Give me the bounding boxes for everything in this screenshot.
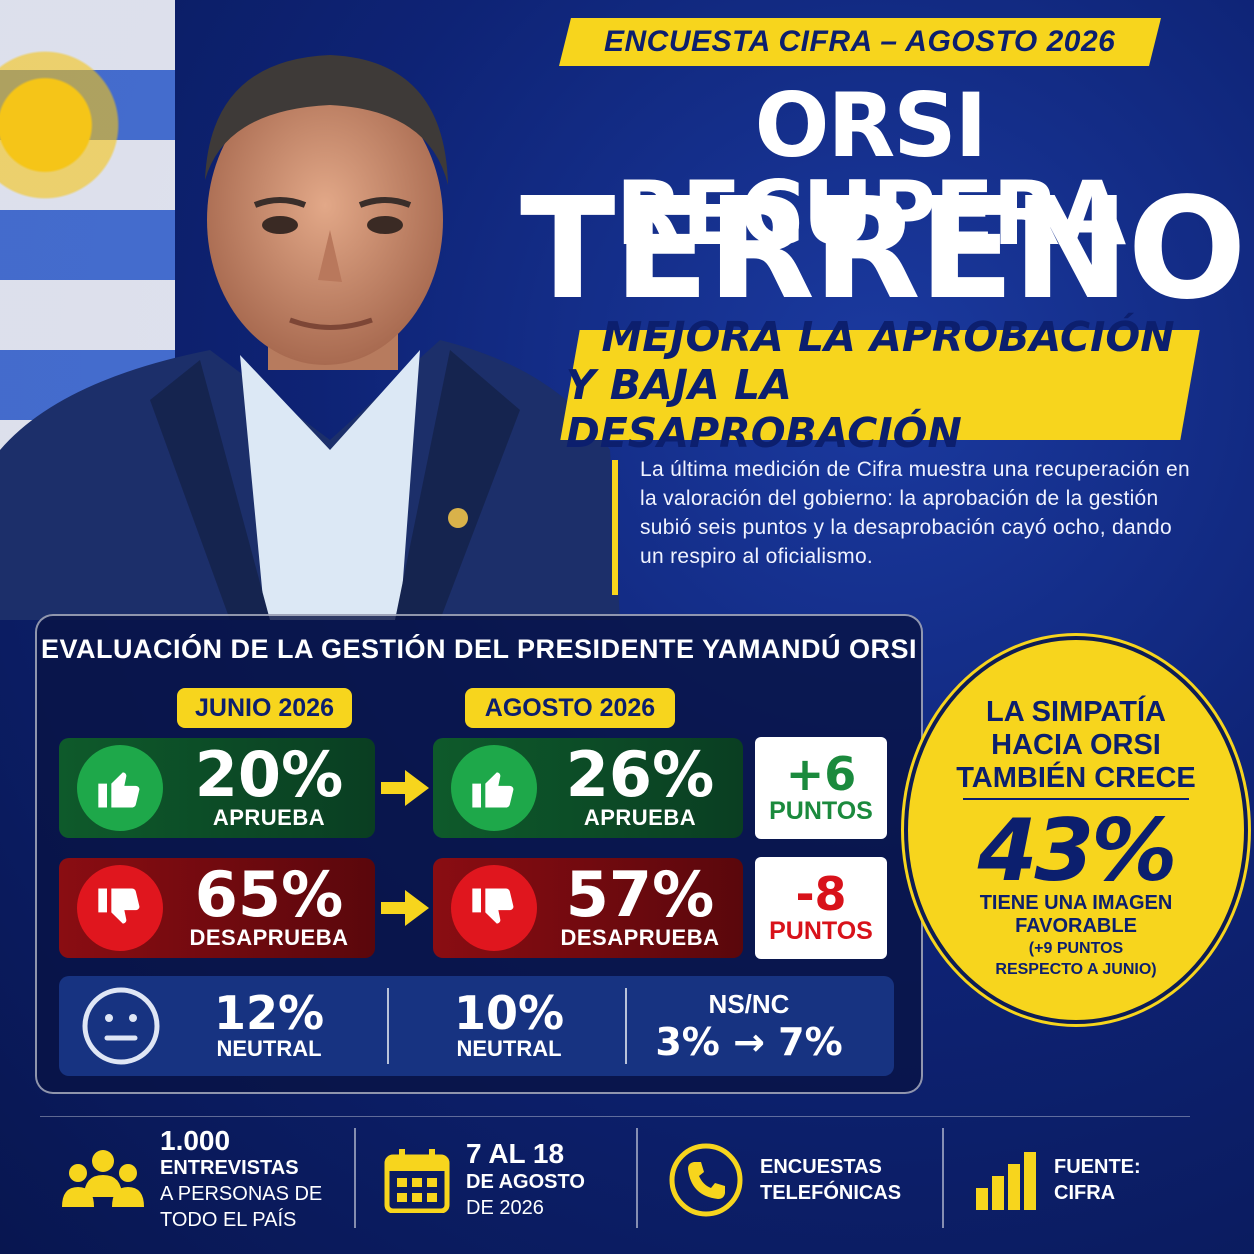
subheadline: MEJORA LA APROBACIÓN Y BAJA LA DESAPROBA… bbox=[560, 313, 1200, 457]
neutral-june: 12% NEUTRAL bbox=[179, 976, 359, 1076]
subhead-line2: Y BAJA LA DESAPROBACIÓN bbox=[565, 361, 962, 457]
period-august-label: AGOSTO 2026 bbox=[465, 688, 675, 728]
disapprove-delta-box: -8 PUNTOS bbox=[755, 857, 887, 959]
footer-method: ENCUESTAS TELEFÓNICAS bbox=[668, 1128, 933, 1232]
thumbs-down-icon bbox=[451, 865, 537, 951]
divider bbox=[625, 988, 627, 1064]
approve-august-card: 26% APRUEBA bbox=[433, 738, 743, 838]
phone-icon bbox=[669, 1143, 743, 1217]
disapprove-delta-label: PUNTOS bbox=[769, 916, 873, 945]
approve-august-value: 26% bbox=[565, 738, 715, 811]
neutral-june-label: NEUTRAL bbox=[216, 1036, 322, 1061]
calendar-icon bbox=[384, 1149, 450, 1213]
source-line1: FUENTE: bbox=[1054, 1156, 1141, 1178]
divider bbox=[942, 1128, 944, 1228]
neutral-row: 12% NEUTRAL 10% NEUTRAL NS/NC 3% → 7% bbox=[59, 976, 894, 1076]
survey-tag: ENCUESTA CIFRA – AGOSTO 2026 bbox=[559, 18, 1161, 66]
approve-june-label: APRUEBA bbox=[212, 805, 326, 830]
sample-size: 1.000 bbox=[160, 1125, 231, 1156]
badge-desc-line1: TIENE UNA IMAGEN bbox=[979, 892, 1173, 914]
approve-delta-label: PUNTOS bbox=[769, 796, 873, 825]
lead-paragraph: La última medición de Cifra muestra una … bbox=[640, 458, 1190, 568]
disapprove-delta-value: -8 bbox=[795, 866, 847, 921]
approve-june-card: 20% APRUEBA bbox=[59, 738, 375, 838]
neutral-august-value: 10% bbox=[453, 986, 565, 1040]
badge-note: (+9 PUNTOS RESPECTO A JUNIO) bbox=[908, 938, 1244, 980]
president-portrait bbox=[0, 55, 620, 620]
disapprove-june-label: DESAPRUEBA bbox=[189, 925, 349, 950]
badge-title-line2: HACIA ORSI bbox=[991, 729, 1161, 761]
arrow-right-icon bbox=[381, 890, 429, 926]
thumbs-down-icon bbox=[77, 865, 163, 951]
people-icon bbox=[62, 1150, 144, 1207]
approve-june-value: 20% bbox=[194, 738, 344, 811]
approve-august-label: APRUEBA bbox=[583, 805, 697, 830]
date-line1: 7 AL 18 bbox=[466, 1138, 565, 1169]
arrow-right-icon bbox=[381, 770, 429, 806]
disapprove-august-value: 57% bbox=[565, 858, 715, 931]
divider bbox=[354, 1128, 356, 1228]
sample-line4: TODO EL PAÍS bbox=[160, 1209, 297, 1231]
badge-divider bbox=[963, 798, 1189, 800]
lead-accent-bar bbox=[612, 460, 618, 595]
neutral-august: 10% NEUTRAL bbox=[419, 976, 599, 1076]
subhead-line1: MEJORA LA APROBACIÓN bbox=[601, 313, 1175, 361]
neutral-june-value: 12% bbox=[213, 986, 325, 1040]
neutral-august-label: NEUTRAL bbox=[456, 1036, 562, 1061]
divider bbox=[636, 1128, 638, 1228]
disapprove-august-card: 57% DESAPRUEBA bbox=[433, 858, 743, 958]
footer-dates: 7 AL 18 DE AGOSTO DE 2026 bbox=[384, 1128, 624, 1232]
sympathy-badge: LA SIMPATÍA HACIA ORSI TAMBIÉN CRECE 43%… bbox=[904, 636, 1248, 1024]
badge-value: 43% bbox=[977, 801, 1178, 901]
nsnc-value: 3% → 7% bbox=[655, 1019, 843, 1064]
flag-sun-icon bbox=[0, 40, 130, 210]
headline-line2: TERRENO bbox=[520, 168, 1247, 331]
approve-delta-box: +6 PUNTOS bbox=[755, 737, 887, 839]
bar-chart-icon bbox=[976, 1152, 1036, 1210]
footer-source: FUENTE: CIFRA bbox=[974, 1128, 1174, 1232]
method-line1: ENCUESTAS bbox=[760, 1156, 882, 1178]
disapprove-august-label: DESAPRUEBA bbox=[560, 925, 720, 950]
panel-title: EVALUACIÓN DE LA GESTIÓN DEL PRESIDENTE … bbox=[40, 634, 918, 664]
method-line2: TELEFÓNICAS bbox=[760, 1182, 902, 1204]
headline-line1: ORSI RECUPERA bbox=[615, 74, 1126, 265]
disapprove-june-value: 65% bbox=[194, 858, 344, 931]
thumbs-up-icon bbox=[451, 745, 537, 831]
sample-line2: ENTREVISTAS bbox=[160, 1157, 299, 1179]
evaluation-panel: EVALUACIÓN DE LA GESTIÓN DEL PRESIDENTE … bbox=[35, 614, 923, 1094]
survey-tag-text: ENCUESTA CIFRA – AGOSTO 2026 bbox=[604, 25, 1116, 58]
badge-desc-line2: FAVORABLE bbox=[1015, 915, 1137, 937]
date-line2: DE AGOSTO bbox=[466, 1171, 585, 1193]
disapprove-june-card: 65% DESAPRUEBA bbox=[59, 858, 375, 958]
nsnc-label: NS/NC bbox=[708, 988, 790, 1019]
divider bbox=[387, 988, 389, 1064]
thumbs-up-icon bbox=[77, 745, 163, 831]
badge-title-line3: TAMBIÉN CRECE bbox=[956, 762, 1196, 794]
nsnc-block: NS/NC 3% → 7% bbox=[649, 976, 849, 1076]
badge-description: TIENE UNA IMAGEN FAVORABLE bbox=[908, 892, 1244, 938]
source-line2: CIFRA bbox=[1054, 1182, 1116, 1204]
sample-line3: A PERSONAS DE bbox=[160, 1183, 323, 1205]
badge-note-line1: (+9 PUNTOS bbox=[1028, 940, 1124, 957]
badge-title-line1: LA SIMPATÍA bbox=[986, 696, 1166, 728]
footer-divider bbox=[40, 1116, 1190, 1117]
footer-sample: 1.000 ENTREVISTAS A PERSONAS DE TODO EL … bbox=[62, 1125, 347, 1232]
approve-delta-value: +6 bbox=[785, 746, 857, 801]
date-line3: DE 2026 bbox=[466, 1197, 544, 1219]
badge-title: LA SIMPATÍA HACIA ORSI TAMBIÉN CRECE bbox=[908, 696, 1244, 795]
period-june-label: JUNIO 2026 bbox=[177, 688, 352, 728]
neutral-face-icon bbox=[82, 987, 160, 1065]
badge-note-line2: RESPECTO A JUNIO) bbox=[995, 961, 1157, 978]
